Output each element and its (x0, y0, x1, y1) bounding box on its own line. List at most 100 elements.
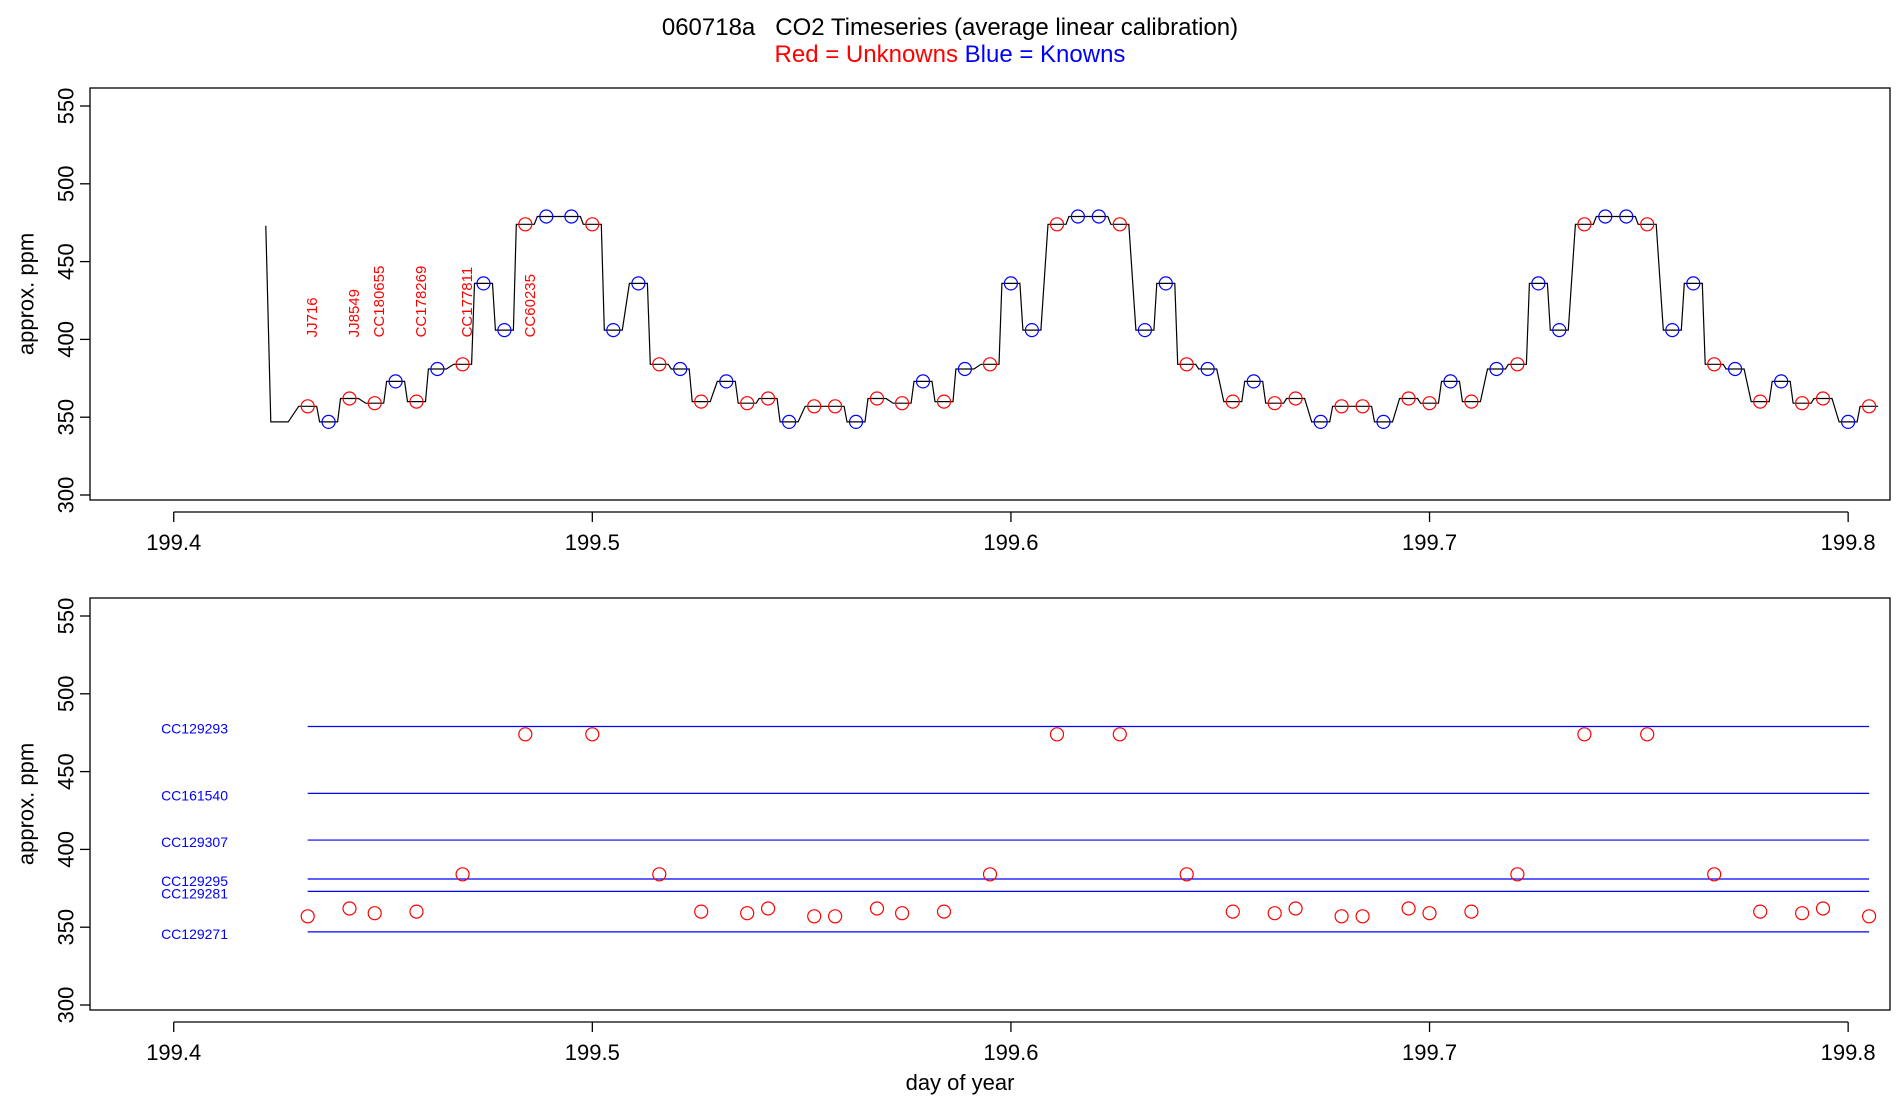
unknown-point (1753, 904, 1768, 919)
known-point (564, 209, 579, 224)
plot-frame (89, 597, 1891, 1011)
y-tick-label: 350 (54, 399, 79, 436)
sample-annotation: CC177811 (459, 267, 476, 338)
legend-knowns: Blue = Knowns (964, 41, 1126, 68)
y-tick-label: 400 (54, 831, 79, 868)
known-point (539, 209, 554, 224)
known-point (1024, 323, 1040, 338)
x-tick-label: 199.4 (146, 530, 201, 555)
known-point (1246, 374, 1261, 389)
unknown-point (300, 399, 315, 414)
known-point (1598, 209, 1613, 224)
unknown-point (1288, 901, 1303, 916)
unknown-point (827, 399, 843, 414)
unknown-point (1179, 357, 1194, 372)
unknown-point (1510, 867, 1525, 882)
known-point (1774, 374, 1789, 389)
unknown-point (869, 391, 885, 406)
x-tick-label: 199.8 (1821, 530, 1876, 555)
known-point (321, 414, 336, 429)
unknown-point (694, 904, 709, 919)
reference-label: CC129271 (161, 926, 228, 942)
y-tick-label: 400 (54, 321, 79, 358)
unknown-point (807, 399, 822, 414)
unknown-point (1422, 396, 1437, 411)
unknown-point (652, 867, 667, 882)
unknown-point (936, 904, 952, 919)
known-point (1091, 209, 1106, 224)
y-tick-label: 500 (54, 165, 79, 202)
unknown-point (740, 396, 755, 411)
top-panel-timeseries: 300 350 400 450 500 550 199.4 199.5 199.6 199.7 19… (14, 87, 1891, 555)
known-point (430, 361, 445, 377)
y-tick-label: 550 (54, 598, 79, 635)
unknown-point (409, 394, 424, 409)
known-point (915, 374, 931, 389)
unknown-point (1707, 357, 1722, 372)
unknown-point (1112, 727, 1127, 742)
x-tick-label: 199.6 (983, 530, 1038, 555)
unknown-point (1225, 394, 1240, 409)
unknown-point (1640, 727, 1655, 742)
unknown-point (982, 357, 998, 372)
known-point (1443, 374, 1458, 389)
x-tick-label: 199.7 (1402, 530, 1457, 555)
unknown-point (936, 394, 952, 409)
unknown-point (740, 906, 755, 921)
y-tick-label: 450 (54, 753, 79, 790)
unknown-point (652, 357, 667, 372)
sample-annotation: CC178269 (413, 266, 430, 338)
unknown-point (827, 909, 843, 924)
known-point (1531, 276, 1546, 291)
unknown-point (518, 217, 533, 232)
unknown-point (1401, 901, 1416, 916)
unknown-point (1288, 391, 1303, 406)
reference-label: CC129293 (161, 720, 228, 736)
chart-title: 060718a CO2 Timeseries (average linear c… (661, 14, 1239, 41)
x-tick-label: 199.7 (1402, 1040, 1457, 1065)
known-point (1665, 323, 1680, 338)
unknown-point (1267, 906, 1282, 921)
unknown-point (1815, 391, 1831, 406)
unknown-point (1422, 906, 1437, 921)
y-tick-label: 300 (54, 477, 79, 514)
unknown-point (1355, 909, 1370, 924)
unknown-point (1464, 904, 1479, 919)
known-point (606, 323, 621, 338)
unknown-point (1179, 867, 1194, 882)
known-point (631, 276, 646, 291)
y-tick-label: 450 (54, 243, 79, 280)
unknown-point (982, 867, 998, 882)
known-point (388, 374, 403, 389)
unknown-point (1267, 396, 1282, 411)
unknown-point (1577, 217, 1592, 232)
y-axis-label: approx. ppm (14, 743, 39, 865)
unknown-point (1640, 217, 1655, 232)
plot-frame (89, 87, 1891, 501)
reference-label: CC161540 (161, 787, 228, 803)
known-point (1313, 414, 1328, 429)
x-tick-label: 199.5 (565, 530, 620, 555)
unknown-point (1334, 399, 1349, 414)
unknown-point (518, 727, 533, 742)
known-point (1137, 323, 1153, 338)
co2-trace-line (265, 215, 1879, 423)
sample-annotation: JJ716 (304, 297, 321, 337)
unknown-point (1510, 357, 1525, 372)
reference-label: CC129295 (161, 873, 228, 889)
reference-label: CC129307 (161, 834, 228, 850)
known-point (719, 374, 734, 389)
unknown-point (1577, 727, 1592, 742)
unknown-point (1355, 399, 1370, 414)
known-point (1686, 276, 1701, 291)
x-tick-label: 199.5 (565, 1040, 620, 1065)
unknown-point (1225, 904, 1240, 919)
unknown-point (1049, 727, 1065, 742)
unknown-point (1464, 394, 1479, 409)
y-tick-label: 500 (54, 675, 79, 712)
known-point (1003, 276, 1019, 291)
known-point (1552, 323, 1567, 338)
unknown-point (1753, 394, 1768, 409)
x-tick-label: 199.8 (1821, 1040, 1876, 1065)
unknown-point (300, 909, 315, 924)
